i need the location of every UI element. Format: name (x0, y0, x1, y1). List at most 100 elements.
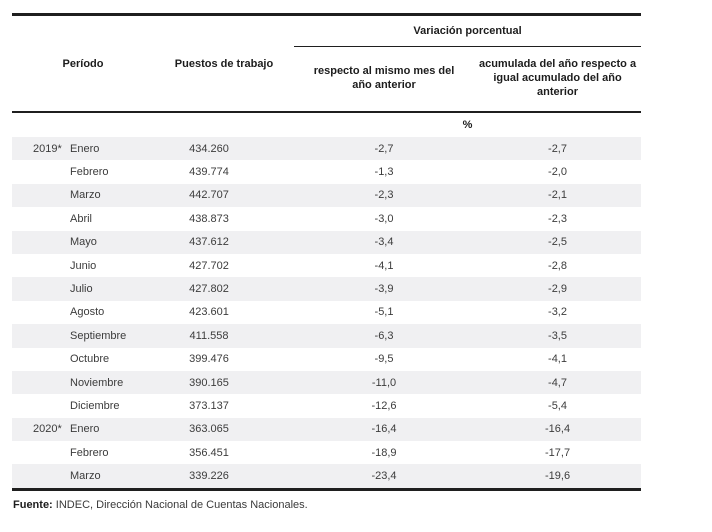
source-label: Fuente: (13, 498, 53, 511)
cell-puestos: 427.702 (189, 259, 229, 272)
table-row: Noviembre 390.165 -11,0 -4,7 (12, 370, 642, 395)
cell-var-acum: -2,9 (474, 277, 642, 301)
cell-year (12, 183, 68, 208)
table-row: 2019* Enero 434.260 -2,7 -2,7 (12, 137, 642, 161)
cell-var-mes: -12,6 (371, 399, 397, 412)
cell-year (12, 277, 68, 301)
cell-puestos: 442.707 (154, 183, 295, 208)
table-row: Julio 427.802 -3,9 -2,9 (12, 277, 642, 301)
cell-year (12, 207, 68, 230)
table-body: 2019* Enero 434.260 -2,7 -2,7 Febrero 43… (12, 137, 642, 490)
cell-puestos: 439.774 (189, 166, 229, 179)
cell-month: Marzo (68, 183, 155, 208)
cell-var-mes: -3,0 (374, 212, 394, 225)
cell-month: Octubre (70, 353, 110, 366)
table-row: Septiembre 411.558 -6,3 -3,5 (12, 324, 642, 348)
table-row: 2020* Enero 363.065 -16,4 -16,4 (12, 417, 642, 442)
cell-var-mes: -1,3 (374, 166, 394, 179)
cell-puestos: 427.802 (154, 277, 295, 301)
cell-puestos: 356.451 (189, 446, 229, 459)
employment-table: Período Puestos de trabajo Variación por… (12, 13, 642, 491)
table-row: Febrero 356.451 -18,9 -17,7 (12, 441, 641, 464)
cell-var-acum: -2,3 (548, 212, 567, 225)
col-header-var-acum: acumulada del año respecto a igual acumu… (474, 47, 641, 113)
cell-puestos: 438.873 (189, 212, 229, 225)
cell-year: 2020* (12, 417, 68, 442)
cell-year (12, 254, 68, 277)
table-row: Diciembre 373.137 -12,6 -5,4 (12, 394, 641, 417)
cell-var-acum: -2,7 (474, 137, 642, 161)
table-row: Febrero 439.774 -1,3 -2,0 (12, 160, 641, 183)
unit-header: % (294, 111, 642, 137)
cell-var-mes: -16,4 (294, 417, 475, 442)
table-header: Período Puestos de trabajo Variación por… (12, 14, 642, 137)
report-page: Período Puestos de trabajo Variación por… (12, 13, 642, 511)
cell-month: Mayo (68, 230, 155, 254)
cell-var-mes: -5,1 (374, 306, 394, 319)
cell-year (12, 160, 68, 183)
cell-year (12, 370, 68, 395)
table-row: Marzo 442.707 -2,3 -2,1 (12, 183, 642, 208)
cell-puestos: 399.476 (189, 353, 229, 366)
col-header-var-mes: respecto al mismo mes del año anterior (294, 47, 474, 113)
table-row: Marzo 339.226 -23,4 -19,6 (12, 464, 642, 490)
cell-var-acum: -17,7 (544, 446, 571, 459)
cell-month: Enero (68, 137, 155, 161)
cell-puestos: 411.558 (154, 324, 295, 348)
cell-var-mes: -9,5 (374, 353, 394, 366)
cell-month: Diciembre (70, 399, 120, 412)
cell-year (12, 230, 68, 254)
cell-year (12, 441, 68, 464)
cell-year: 2019* (12, 137, 68, 161)
cell-puestos: 423.601 (189, 306, 229, 319)
table-row: Abril 438.873 -3,0 -2,3 (12, 207, 641, 230)
cell-var-acum: -2,5 (474, 230, 642, 254)
cell-year (12, 301, 68, 324)
cell-var-mes: -2,7 (294, 137, 475, 161)
cell-month: Agosto (70, 306, 105, 319)
cell-var-acum: -2,0 (548, 166, 567, 179)
col-header-var-mes-label: respecto al mismo mes del año anterior (313, 65, 455, 91)
table-row: Mayo 437.612 -3,4 -2,5 (12, 230, 642, 254)
cell-year (12, 394, 68, 417)
col-header-var-acum-label: acumulada del año respecto a igual acumu… (478, 58, 637, 98)
cell-puestos: 373.137 (189, 399, 229, 412)
col-header-variacion-group: Variación porcentual (294, 14, 642, 47)
table-row: Octubre 399.476 -9,5 -4,1 (12, 348, 641, 371)
cell-month: Septiembre (68, 324, 155, 348)
col-header-puestos: Puestos de trabajo (174, 57, 274, 70)
cell-puestos: 339.226 (154, 464, 295, 490)
cell-var-mes: -11,0 (294, 370, 475, 395)
cell-var-acum: -3,2 (548, 306, 567, 319)
cell-month: Abril (70, 212, 93, 225)
cell-var-mes: -3,9 (294, 277, 475, 301)
cell-var-mes: -6,3 (294, 324, 475, 348)
col-header-periodo: Período (62, 57, 104, 70)
cell-month: Junio (70, 259, 97, 272)
cell-month: Marzo (68, 464, 155, 490)
cell-month: Noviembre (68, 370, 155, 395)
table-row: Junio 427.702 -4,1 -2,8 (12, 254, 641, 277)
cell-var-acum: -4,1 (548, 353, 567, 366)
cell-var-acum: -5,4 (548, 399, 567, 412)
cell-var-acum: -16,4 (474, 417, 642, 442)
cell-var-acum: -3,5 (474, 324, 642, 348)
table-row: Agosto 423.601 -5,1 -3,2 (12, 301, 641, 324)
cell-puestos: 434.260 (154, 137, 295, 161)
cell-year (12, 348, 68, 371)
cell-var-acum: -4,7 (474, 370, 642, 395)
cell-puestos: 390.165 (154, 370, 295, 395)
unit-row: % (12, 111, 642, 137)
cell-month: Julio (68, 277, 155, 301)
cell-var-mes: -2,3 (294, 183, 475, 208)
cell-month: Febrero (70, 166, 109, 179)
source-text: INDEC, Dirección Nacional de Cuentas Nac… (52, 498, 308, 511)
cell-month: Enero (68, 417, 155, 442)
cell-var-acum: -2,1 (474, 183, 642, 208)
cell-var-mes: -3,4 (294, 230, 475, 254)
sub-header-row: respecto al mismo mes del año anterior a… (12, 47, 641, 113)
cell-var-acum: -2,8 (548, 259, 567, 272)
cell-var-mes: -4,1 (374, 259, 394, 272)
cell-year (12, 324, 68, 348)
source-note: Fuente: INDEC, Dirección Nacional de Cue… (13, 499, 642, 511)
